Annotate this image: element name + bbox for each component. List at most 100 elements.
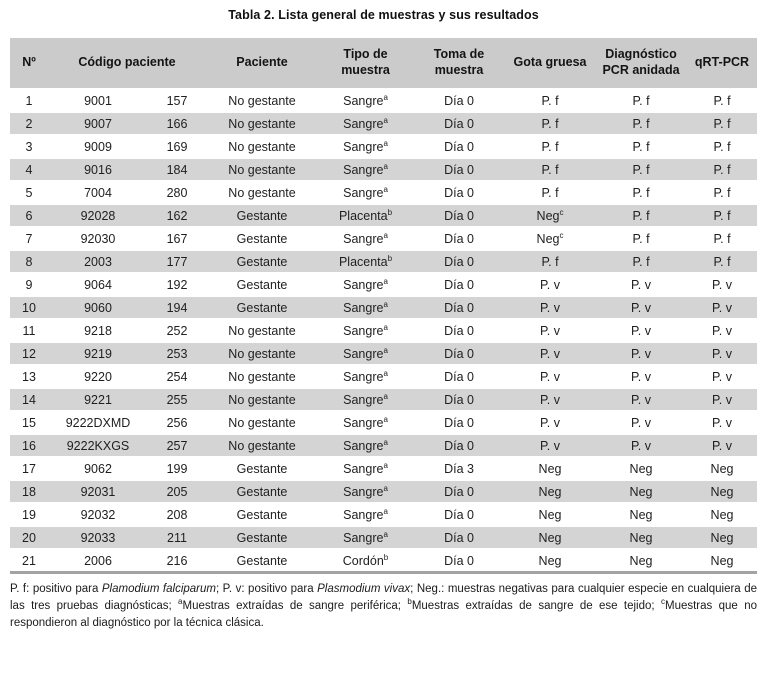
cell-gota-gruesa: Negc [505,226,596,251]
cell-gota-gruesa: P. v [505,364,596,389]
cell-tipo-muestra: Sangrea [318,180,414,205]
cell-diagnostico-pcr: P. v [595,387,688,412]
cell-gota-gruesa: P. f [505,249,596,274]
cell-tipo-muestra: Sangrea [318,295,414,320]
cell-codigo: 9007 [48,111,148,136]
cell-codigo: 92030 [48,226,148,251]
cell-tipo-muestra: Sangrea [318,134,414,159]
cell-toma-muestra: Día 0 [413,387,506,412]
cell-paciente: Gestante [206,456,319,481]
cell-codigo-num: 199 [148,456,207,481]
cell-codigo: 9220 [48,364,148,389]
results-table: Nº Código paciente Paciente Tipo de mues… [10,38,758,574]
cell-toma-muestra: Día 0 [413,341,506,366]
cell-paciente: No gestante [206,341,319,366]
cell-toma-muestra: Día 0 [413,479,506,504]
cell-codigo: 9064 [48,272,148,297]
cell-qrt-pcr: P. f [687,226,758,251]
cell-qrt-pcr: P. v [687,341,758,366]
cell-qrt-pcr: P. f [687,88,758,113]
cell-diagnostico-pcr: Neg [595,502,688,527]
cell-codigo-num: 205 [148,479,207,504]
cell-numero: 16 [10,433,48,458]
cell-codigo: 9060 [48,295,148,320]
cell-qrt-pcr: P. v [687,295,758,320]
cell-qrt-pcr: P. v [687,433,758,458]
cell-gota-gruesa: Neg [505,525,596,550]
cell-codigo-num: 211 [148,525,207,550]
cell-tipo-muestra: Sangrea [318,525,414,550]
table-row: 3 9009 169 No gestante Sangrea Día 0 P. … [10,134,758,159]
cell-tipo-muestra: Sangrea [318,479,414,504]
cell-numero: 4 [10,157,48,182]
cell-codigo: 92031 [48,479,148,504]
cell-codigo: 92033 [48,525,148,550]
cell-toma-muestra: Día 0 [413,111,506,136]
cell-toma-muestra: Día 0 [413,295,506,320]
cell-codigo-num: 254 [148,364,207,389]
cell-tipo-muestra: Sangrea [318,111,414,136]
cell-toma-muestra: Día 0 [413,88,506,113]
cell-numero: 2 [10,111,48,136]
header-row: Nº Código paciente Paciente Tipo de mues… [10,38,758,89]
cell-numero: 8 [10,249,48,274]
cell-gota-gruesa: P. f [505,88,596,113]
cell-codigo: 9001 [48,88,148,113]
table-row: 21 2006 216 Gestante Cordónb Día 0 Neg N… [10,548,758,574]
cell-toma-muestra: Día 0 [413,203,506,228]
cell-qrt-pcr: Neg [687,548,758,574]
cell-paciente: No gestante [206,387,319,412]
cell-toma-muestra: Día 0 [413,548,506,574]
cell-tipo-muestra: Sangrea [318,226,414,251]
cell-numero: 19 [10,502,48,527]
cell-gota-gruesa: Neg [505,502,596,527]
cell-codigo: 9009 [48,134,148,159]
cell-diagnostico-pcr: P. v [595,341,688,366]
cell-paciente: No gestante [206,180,319,205]
cell-tipo-muestra: Sangrea [318,272,414,297]
cell-paciente: Gestante [206,502,319,527]
cell-paciente: Gestante [206,226,319,251]
table-row: 7 92030 167 Gestante Sangrea Día 0 Negc … [10,226,758,251]
col-header-gota-gruesa: Gota gruesa [505,38,596,89]
cell-paciente: Gestante [206,479,319,504]
table-row: 20 92033 211 Gestante Sangrea Día 0 Neg … [10,525,758,550]
cell-tipo-muestra: Sangrea [318,341,414,366]
cell-tipo-muestra: Cordónb [318,548,414,574]
document-page: Tabla 2. Lista general de muestras y sus… [10,8,758,629]
cell-diagnostico-pcr: Neg [595,456,688,481]
cell-diagnostico-pcr: P. v [595,364,688,389]
cell-toma-muestra: Día 0 [413,249,506,274]
table-row: 1 9001 157 No gestante Sangrea Día 0 P. … [10,88,758,113]
table-row: 9 9064 192 Gestante Sangrea Día 0 P. v P… [10,272,758,297]
cell-codigo-num: 280 [148,180,207,205]
cell-toma-muestra: Día 0 [413,502,506,527]
cell-paciente: No gestante [206,364,319,389]
cell-toma-muestra: Día 0 [413,134,506,159]
cell-gota-gruesa: Neg [505,548,596,574]
cell-gota-gruesa: P. f [505,111,596,136]
cell-numero: 1 [10,88,48,113]
cell-codigo: 9218 [48,318,148,343]
cell-gota-gruesa: P. v [505,387,596,412]
cell-gota-gruesa: P. v [505,410,596,435]
cell-codigo: 9221 [48,387,148,412]
cell-codigo: 92032 [48,502,148,527]
cell-numero: 21 [10,548,48,574]
table-row: 14 9221 255 No gestante Sangrea Día 0 P.… [10,387,758,412]
cell-codigo: 9016 [48,157,148,182]
cell-codigo-num: 255 [148,387,207,412]
cell-numero: 9 [10,272,48,297]
cell-numero: 17 [10,456,48,481]
col-header-toma-muestra: Toma de muestra [413,38,506,89]
cell-paciente: No gestante [206,111,319,136]
cell-numero: 18 [10,479,48,504]
cell-qrt-pcr: P. f [687,111,758,136]
table-row: 10 9060 194 Gestante Sangrea Día 0 P. v … [10,295,758,320]
cell-diagnostico-pcr: Neg [595,525,688,550]
cell-toma-muestra: Día 0 [413,226,506,251]
cell-toma-muestra: Día 3 [413,456,506,481]
cell-codigo-num: 256 [148,410,207,435]
cell-qrt-pcr: P. v [687,272,758,297]
cell-toma-muestra: Día 0 [413,318,506,343]
